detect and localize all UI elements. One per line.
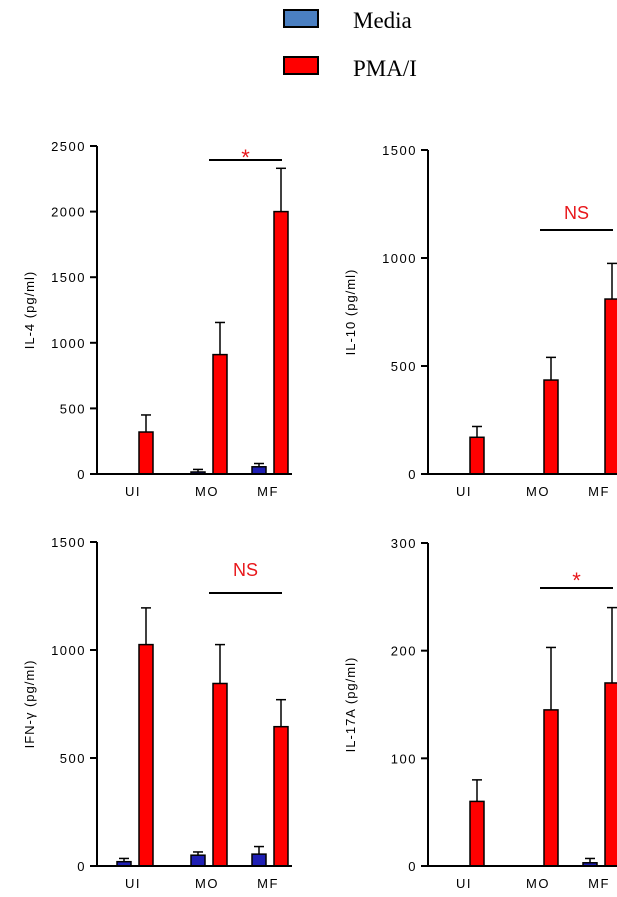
- bar-media-mf: [251, 466, 267, 475]
- legend-label-0: Media: [353, 8, 412, 33]
- y-tick-label: 1000: [51, 336, 86, 351]
- y-axis-label: IL-4 (pg/ml): [22, 271, 37, 349]
- bar-pmai-ui: [138, 431, 154, 475]
- significance-label: *: [572, 568, 581, 593]
- y-axis-label: IFN-γ (pg/ml): [22, 660, 37, 749]
- bar-pmai-mf: [273, 210, 289, 475]
- y-tick-label: 1500: [51, 535, 86, 550]
- x-tick-label: UI: [125, 876, 141, 891]
- bar-pmai-ui: [138, 643, 154, 867]
- y-tick-label: 500: [391, 359, 417, 374]
- x-tick-label: MF: [588, 484, 610, 499]
- y-tick-label: 100: [391, 751, 417, 766]
- chart-panel-2: 0 500 1000 1500 IFN-γ (pg/ml) UI MO MF NS: [22, 535, 292, 891]
- bar-pmai-ui: [469, 436, 485, 475]
- y-tick-label: 1500: [51, 270, 86, 285]
- y-tick-label: 0: [77, 467, 86, 482]
- y-tick-label: 2000: [51, 205, 86, 220]
- bar-pmai-mo: [543, 379, 559, 475]
- y-tick-label: 200: [391, 644, 417, 659]
- significance-label: NS: [564, 203, 589, 223]
- x-tick-label: MO: [195, 876, 219, 891]
- legend-swatch-0: [283, 9, 319, 28]
- x-tick-label: UI: [456, 876, 472, 891]
- bar-pmai-mf: [273, 725, 289, 867]
- y-tick-label: 1500: [382, 143, 417, 158]
- y-tick-label: 1000: [382, 251, 417, 266]
- y-tick-label: 2500: [51, 139, 86, 154]
- x-tick-label: MO: [526, 484, 550, 499]
- x-tick-label: UI: [456, 484, 472, 499]
- y-tick-label: 0: [408, 859, 417, 874]
- x-tick-label: UI: [125, 484, 141, 499]
- y-tick-label: 0: [408, 467, 417, 482]
- chart-panel-3: 0 100 200 300 IL-17A (pg/ml) UI MO MF *: [343, 536, 617, 891]
- legend: Media PMA/I: [283, 8, 417, 81]
- legend-swatch-1: [283, 56, 319, 75]
- significance-label: *: [241, 145, 250, 170]
- chart-panel-1: 0 500 1000 1500 IL-10 (pg/ml) UI MO MF NS: [343, 143, 617, 499]
- y-tick-label: 1000: [51, 643, 86, 658]
- bar-media-mo: [190, 854, 206, 867]
- y-tick-label: 500: [60, 751, 86, 766]
- y-tick-label: 0: [77, 859, 86, 874]
- y-tick-label: 300: [391, 536, 417, 551]
- x-tick-label: MO: [526, 876, 550, 891]
- y-axis-label: IL-17A (pg/ml): [343, 657, 358, 753]
- x-tick-label: MF: [588, 876, 610, 891]
- x-tick-label: MF: [257, 876, 279, 891]
- bar-pmai-mo: [212, 682, 228, 867]
- chart-panel-0: 0 500 1000 1500 2000 2500 IL-4 (pg/ml) UI MO MF *: [22, 139, 292, 499]
- x-tick-label: MO: [195, 484, 219, 499]
- bar-media-mf: [251, 853, 267, 867]
- bar-pmai-mf: [604, 298, 617, 475]
- y-axis-label: IL-10 (pg/ml): [343, 269, 358, 356]
- bar-pmai-mo: [543, 709, 559, 867]
- x-tick-label: MF: [257, 484, 279, 499]
- bar-pmai-mo: [212, 353, 228, 475]
- y-tick-label: 500: [60, 401, 86, 416]
- bar-pmai-ui: [469, 800, 485, 867]
- significance-label: NS: [233, 560, 258, 580]
- bar-pmai-mf: [604, 682, 617, 867]
- legend-label-1: PMA/I: [353, 56, 417, 81]
